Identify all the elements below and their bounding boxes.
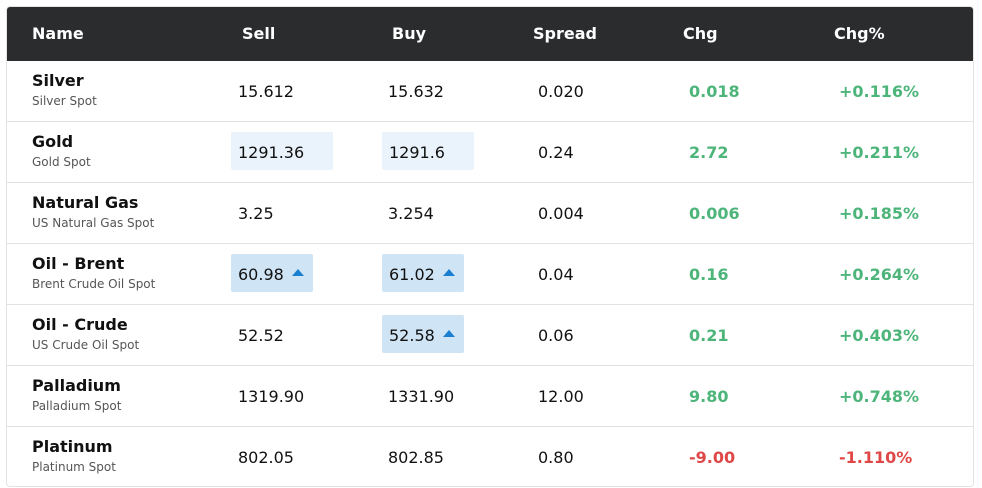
- change-value: 2.72: [689, 143, 729, 162]
- quotes-table: Name Sell Buy Spread Chg Chg% Silver Sil…: [6, 6, 974, 487]
- spread-value: 0.06: [538, 326, 574, 345]
- column-header-buy[interactable]: Buy: [392, 24, 427, 43]
- column-header-sell[interactable]: Sell: [242, 24, 276, 43]
- instrument-name[interactable]: Gold: [32, 132, 74, 151]
- change-percent: +0.116%: [839, 82, 920, 101]
- spread-value: 0.004: [538, 204, 584, 223]
- buy-price-cell[interactable]: 52.58: [382, 315, 464, 353]
- buy-price-cell[interactable]: 1291.6: [382, 132, 474, 170]
- spread-value: 0.24: [538, 143, 574, 162]
- change-percent: +0.185%: [839, 204, 920, 223]
- instrument-description: Brent Crude Oil Spot: [32, 277, 156, 291]
- sell-price[interactable]: 3.25: [238, 204, 274, 223]
- change-value: 9.80: [689, 387, 729, 406]
- instrument-name[interactable]: Platinum: [32, 437, 113, 456]
- buy-price[interactable]: 15.632: [388, 82, 444, 101]
- column-header-chg-pct[interactable]: Chg%: [834, 24, 885, 43]
- buy-price[interactable]: 1291.6: [389, 143, 445, 162]
- change-percent: +0.264%: [839, 265, 920, 284]
- instrument-name[interactable]: Oil - Brent: [32, 254, 125, 273]
- change-percent: +0.748%: [839, 387, 920, 406]
- instrument-name[interactable]: Natural Gas: [32, 193, 139, 212]
- instrument-description: Platinum Spot: [32, 460, 116, 474]
- buy-price[interactable]: 52.58: [389, 326, 435, 345]
- sell-price[interactable]: 15.612: [238, 82, 294, 101]
- arrow-up-icon: [292, 269, 304, 276]
- spread-value: 0.020: [538, 82, 584, 101]
- arrow-up-icon: [443, 269, 455, 276]
- instrument-description: US Crude Oil Spot: [32, 338, 140, 352]
- sell-price[interactable]: 1291.36: [238, 143, 305, 162]
- buy-price[interactable]: 3.254: [388, 204, 434, 223]
- sell-price[interactable]: 1319.90: [238, 387, 305, 406]
- change-value: 0.006: [689, 204, 740, 223]
- instrument-name[interactable]: Silver: [32, 71, 84, 90]
- table-header: Name Sell Buy Spread Chg Chg%: [7, 7, 973, 61]
- buy-price[interactable]: 1331.90: [388, 387, 455, 406]
- spread-value: 0.04: [538, 265, 574, 284]
- instrument-name[interactable]: Palladium: [32, 376, 121, 395]
- instrument-description: Gold Spot: [32, 155, 91, 169]
- table-row[interactable]: Oil - Crude US Crude Oil Spot 52.52 52.5…: [7, 305, 973, 366]
- instrument-description: US Natural Gas Spot: [32, 216, 155, 230]
- change-value: -9.00: [689, 448, 736, 467]
- buy-price[interactable]: 61.02: [389, 265, 435, 284]
- sell-price[interactable]: 802.05: [238, 448, 294, 467]
- change-value: 0.018: [689, 82, 740, 101]
- sell-price-cell[interactable]: 1291.36: [231, 132, 333, 170]
- spread-value: 12.00: [538, 387, 584, 406]
- spread-value: 0.80: [538, 448, 574, 467]
- table-row[interactable]: Oil - Brent Brent Crude Oil Spot 60.98 6…: [7, 244, 973, 305]
- table-row[interactable]: Palladium Palladium Spot 1319.90 1331.90…: [7, 366, 973, 427]
- sell-price[interactable]: 52.52: [238, 326, 284, 345]
- table-row[interactable]: Natural Gas US Natural Gas Spot 3.25 3.2…: [7, 183, 973, 244]
- column-header-name[interactable]: Name: [32, 24, 84, 43]
- table-row[interactable]: Gold Gold Spot 1291.36 1291.6 0.24 2.72 …: [7, 122, 973, 183]
- arrow-up-icon: [443, 330, 455, 337]
- sell-price-cell[interactable]: 60.98: [231, 254, 313, 292]
- sell-price[interactable]: 60.98: [238, 265, 284, 284]
- column-header-chg[interactable]: Chg: [683, 24, 718, 43]
- buy-price[interactable]: 802.85: [388, 448, 444, 467]
- table-row[interactable]: Platinum Platinum Spot 802.05 802.85 0.8…: [7, 427, 973, 486]
- change-percent: +0.211%: [839, 143, 920, 162]
- change-percent: +0.403%: [839, 326, 920, 345]
- instrument-description: Silver Spot: [32, 94, 97, 108]
- change-value: 0.21: [689, 326, 729, 345]
- buy-price-cell[interactable]: 61.02: [382, 254, 464, 292]
- table-row[interactable]: Silver Silver Spot 15.612 15.632 0.020 0…: [7, 61, 973, 122]
- column-header-spread[interactable]: Spread: [533, 24, 597, 43]
- change-percent: -1.110%: [839, 448, 913, 467]
- change-value: 0.16: [689, 265, 729, 284]
- instrument-description: Palladium Spot: [32, 399, 122, 413]
- instrument-name[interactable]: Oil - Crude: [32, 315, 128, 334]
